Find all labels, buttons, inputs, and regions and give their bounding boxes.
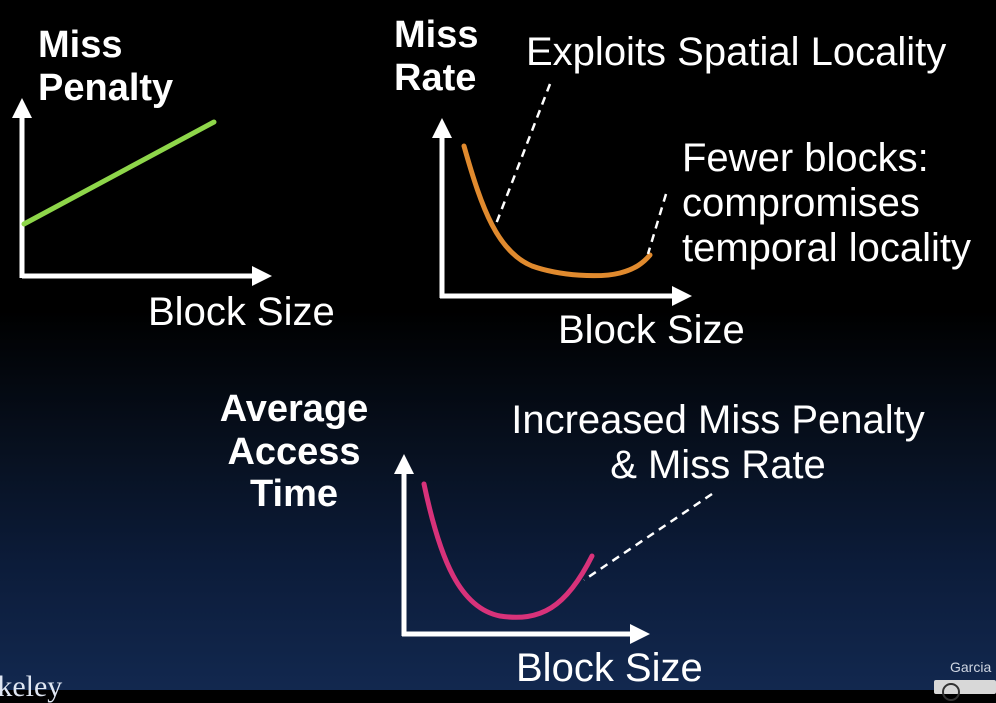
spatial-locality-leader-line xyxy=(494,83,552,225)
miss-penalty-rate-leader-line xyxy=(583,492,713,582)
access-time-y-label-line-2: Access xyxy=(227,430,361,473)
miss-rate-curve xyxy=(461,143,653,279)
miss-penalty-axes xyxy=(12,98,272,286)
spatial-locality-annotation: Exploits Spatial Locality xyxy=(526,30,947,74)
access-time-y-label-line-3: Time xyxy=(249,473,338,516)
creative-commons-icon xyxy=(934,680,996,701)
miss-penalty-rate-annotation-line-1: Increased Miss Penalty xyxy=(511,398,925,442)
miss-penalty-y-label: Miss Penalty xyxy=(38,24,173,109)
berkeley-footer-text: Berkeley xyxy=(0,670,63,703)
access-time-x-label: Block Size xyxy=(516,646,703,690)
access-time-y-label: Average Access Time xyxy=(206,388,382,516)
temporal-locality-annotation-line-1: Fewer blocks: xyxy=(682,136,929,180)
miss-penalty-y-label-line-2: Penalty xyxy=(38,66,174,109)
temporal-locality-annotation: Fewer blocks: compromises temporal local… xyxy=(682,136,971,270)
miss-rate-y-label-line-2: Rate xyxy=(394,56,477,99)
miss-rate-y-label: Miss Rate xyxy=(394,14,478,99)
miss-rate-x-label: Block Size xyxy=(558,308,745,352)
access-time-y-label-line-1: Average xyxy=(219,388,369,430)
miss-rate-axes xyxy=(432,118,692,306)
author-footer-text: Garcia xyxy=(950,659,992,675)
miss-penalty-rate-annotation-line-2: & Miss Rate xyxy=(610,442,826,487)
miss-rate-y-label-line-1: Miss xyxy=(394,14,479,56)
miss-penalty-x-label: Block Size xyxy=(148,290,335,334)
temporal-locality-annotation-line-3: temporal locality xyxy=(682,225,972,270)
access-time-axes xyxy=(394,454,650,644)
temporal-locality-annotation-line-2: compromises xyxy=(682,180,920,225)
miss-penalty-y-label-line-1: Miss xyxy=(38,24,123,66)
temporal-locality-leader-line xyxy=(646,193,668,255)
access-time-curve xyxy=(421,481,595,620)
miss-penalty-rate-annotation: Increased Miss Penalty & Miss Rate xyxy=(500,398,936,488)
miss-penalty-curve xyxy=(21,119,217,227)
